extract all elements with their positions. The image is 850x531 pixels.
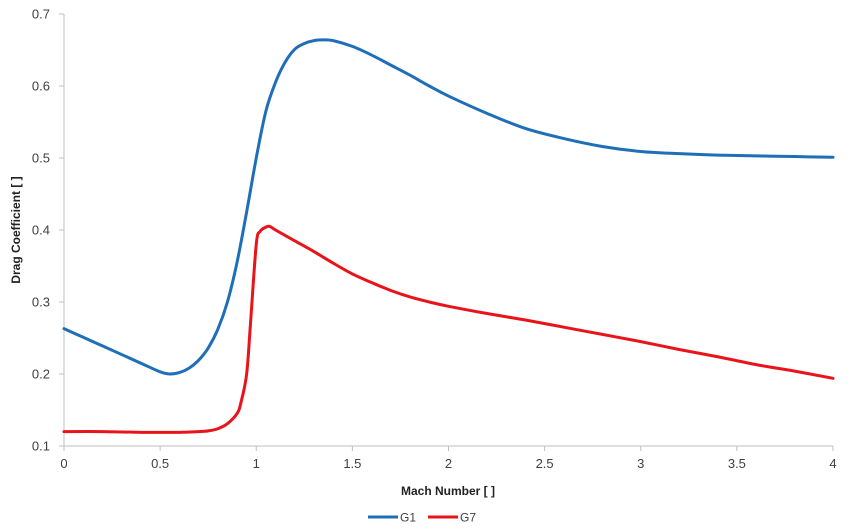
legend-label-g1: G1 [400,511,416,525]
x-axis-title: Mach Number [ ] [401,484,495,498]
y-tick-label: 0.7 [32,7,50,22]
x-tick-label: 3 [637,456,644,471]
y-tick-label: 0.4 [32,223,50,238]
x-tick-label: 2.5 [536,456,554,471]
y-tick-label: 0.6 [32,79,50,94]
x-tick-label: 2 [445,456,452,471]
legend-label-g7: G7 [460,511,476,525]
tick-labels: 0.1 0.2 0.3 0.4 0.5 0.6 0.7 0 0.5 1 1.5 2 2.5 3 3.5 4 [32,7,837,472]
series-layer [62,38,835,434]
series-line-g7 [62,224,835,434]
y-tick-label: 0.2 [32,367,50,382]
x-tick-label: 1 [253,456,260,471]
legend: G1 G7 [368,511,476,525]
x-tick-label: 3.5 [728,456,746,471]
x-tick-label: 1.5 [343,456,361,471]
series-line-g1 [62,38,835,376]
y-axis-title: Drag Coefficient [ ] [9,176,23,283]
y-tick-label: 0.3 [32,295,50,310]
y-tick-label: 0.1 [32,439,50,454]
x-tick-label: 4 [829,456,836,471]
y-tick-label: 0.5 [32,151,50,166]
x-tick-label: 0.5 [151,456,169,471]
x-tick-label: 0 [60,456,67,471]
axes [59,13,834,451]
